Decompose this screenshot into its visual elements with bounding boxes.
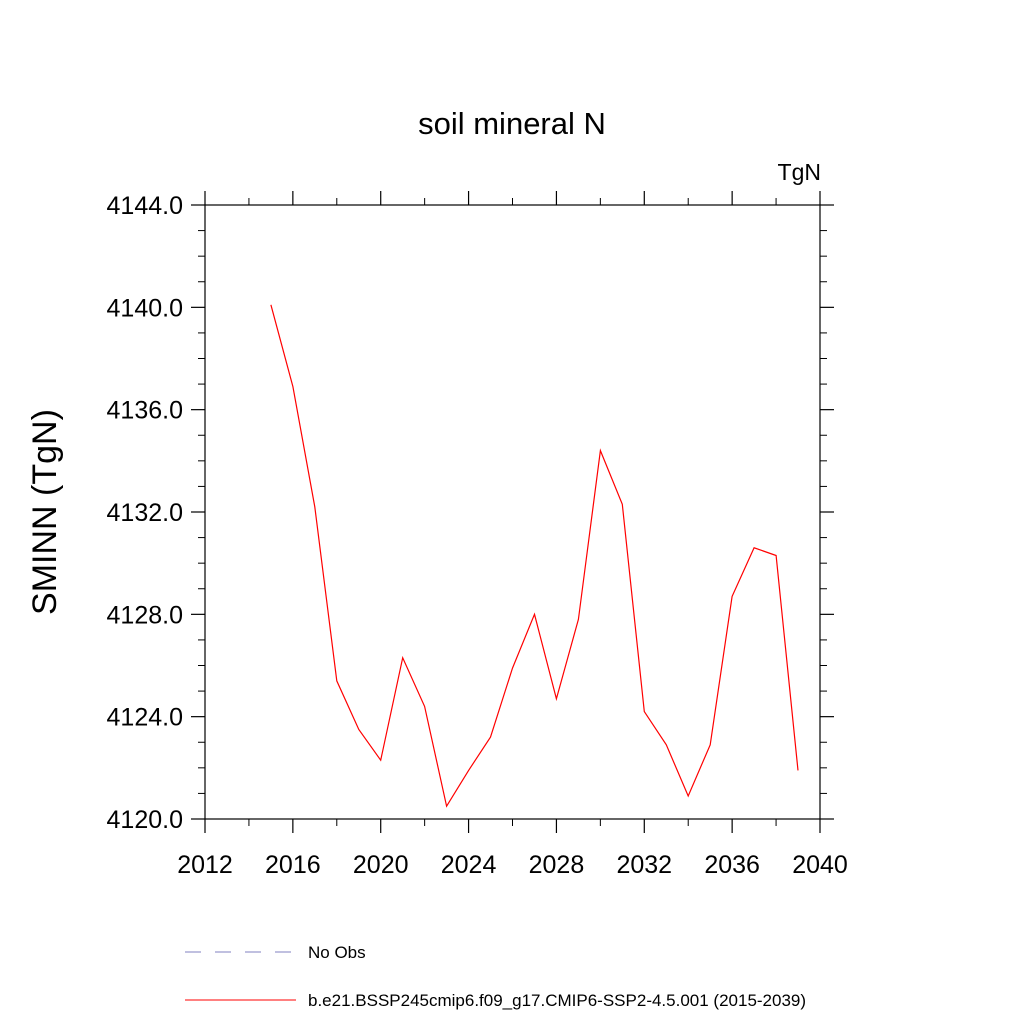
- y-tick-label: 4136.0: [107, 397, 183, 425]
- plot-frame: [204, 204, 821, 820]
- y-tick-label: 4128.0: [107, 601, 183, 629]
- series-line-1: [270, 304, 799, 808]
- y-tick-label: 4120.0: [107, 806, 183, 834]
- axes: 2012 2016 2020 2024 2028 2032 2036 2040 4120.0 41…: [107, 191, 848, 879]
- legend-label-1: No Obs: [308, 943, 366, 962]
- x-tick-label: 2028: [529, 851, 585, 879]
- x-tick-label: 2012: [177, 851, 233, 879]
- x-tick-label: 2024: [441, 851, 497, 879]
- legend: No Obs b.e21.BSSP245cmip6.f09_g17.CMIP6-S…: [185, 943, 806, 1010]
- x-tick-label: 2036: [704, 851, 760, 879]
- y-tick-label: 4132.0: [107, 499, 183, 527]
- chart-title: soil mineral N: [418, 106, 606, 141]
- y-tick-label: 4124.0: [107, 704, 183, 732]
- x-tick-label: 2020: [353, 851, 409, 879]
- y-axis-title: SMINN (TgN): [26, 409, 64, 615]
- legend-label-2: b.e21.BSSP245cmip6.f09_g17.CMIP6-SSP2-4.…: [308, 991, 806, 1010]
- x-tick-label: 2016: [265, 851, 321, 879]
- y-tick-label: 4140.0: [107, 294, 183, 322]
- x-tick-label: 2040: [792, 851, 848, 879]
- x-tick-label: 2032: [616, 851, 672, 879]
- y-tick-label: 4144.0: [107, 192, 183, 220]
- units-label: TgN: [778, 159, 821, 185]
- series-layer: [270, 304, 799, 808]
